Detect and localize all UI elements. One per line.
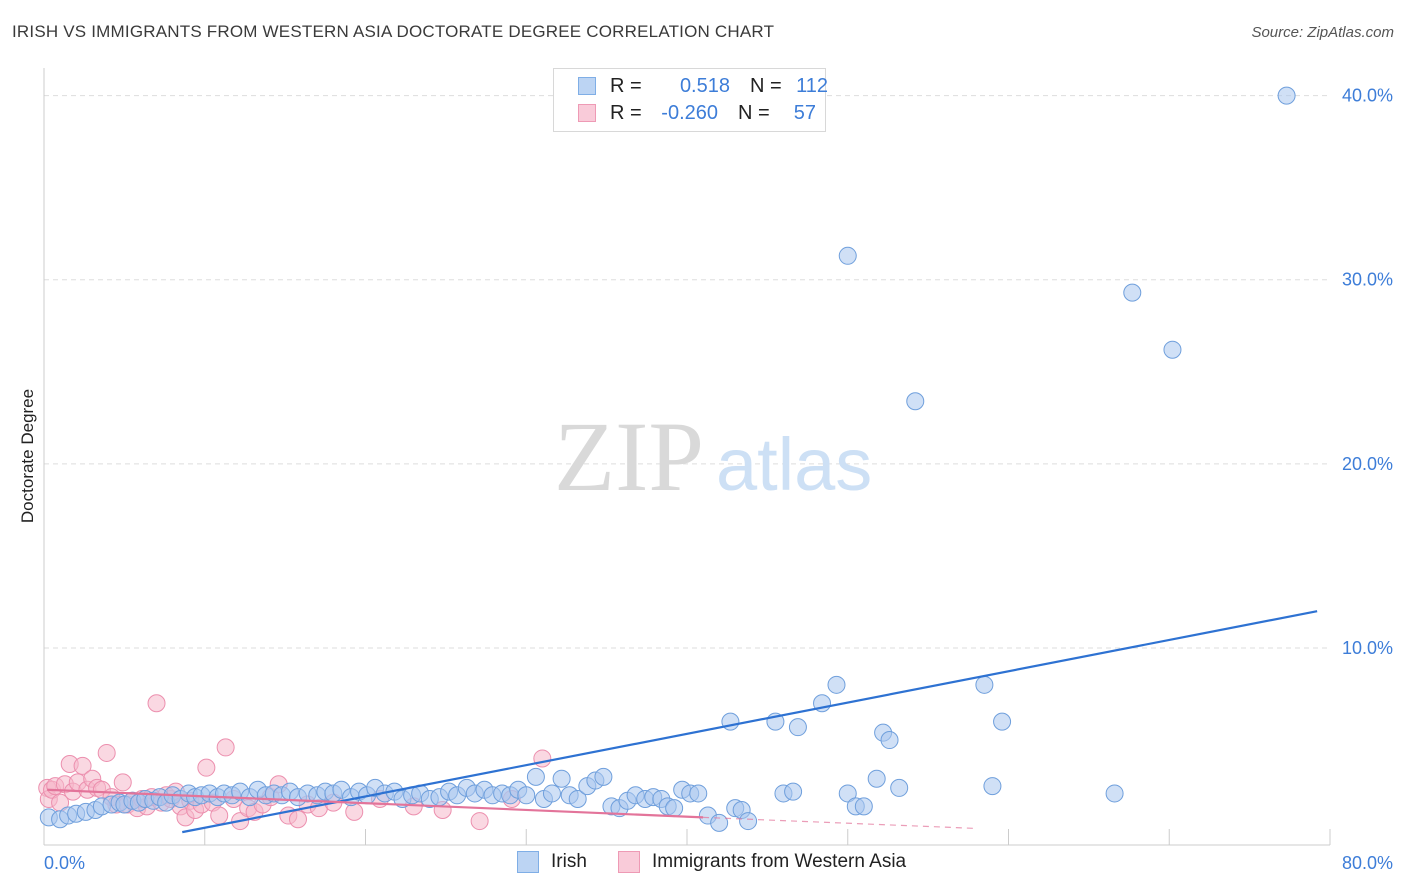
- western-asia-r-label: R =: [610, 101, 642, 124]
- watermark-atlas: atlas: [716, 423, 872, 506]
- western-asia-n-label: N =: [738, 101, 770, 124]
- irish-point: [838, 246, 857, 265]
- irish-point: [568, 789, 587, 808]
- western-asia-point: [216, 738, 235, 757]
- western-asia-point: [345, 802, 364, 821]
- irish-point: [689, 784, 708, 803]
- western-asia-r-value: -0.260: [661, 101, 718, 124]
- irish-r-label: R =: [610, 74, 642, 97]
- irish-point: [594, 767, 613, 786]
- western-asia-point: [197, 758, 216, 777]
- legend-item-irish: Irish: [517, 851, 587, 873]
- stats-legend: R = 0.518 N = 112 R = -0.260 N = 57: [553, 68, 828, 132]
- irish-point: [975, 675, 994, 694]
- y-tick-label: 20.0%: [1342, 454, 1393, 474]
- western-asia-point: [147, 694, 166, 713]
- western-asia-trend-line: [47, 788, 704, 819]
- western-asia-point: [533, 749, 552, 768]
- irish-point: [784, 782, 803, 801]
- irish-point: [739, 812, 758, 831]
- irish-point: [542, 784, 561, 803]
- x-tick-label-max: 80.0%: [1342, 853, 1393, 873]
- irish-trend-line: [182, 610, 1318, 834]
- western-asia-point: [97, 743, 116, 762]
- irish-r-value: 0.518: [679, 74, 730, 97]
- irish-n-value: 112: [796, 74, 828, 97]
- irish-point: [1163, 340, 1182, 359]
- western-asia-point: [470, 812, 489, 831]
- legend-row-irish: R = 0.518 N = 112: [578, 74, 828, 98]
- legend-western-asia-swatch: [618, 851, 640, 873]
- irish-n-label: N =: [750, 74, 782, 97]
- irish-point: [1277, 86, 1296, 105]
- legend-item-western-asia: Immigrants from Western Asia: [618, 851, 906, 873]
- irish-point: [526, 767, 545, 786]
- legend-irish-swatch: [517, 851, 539, 873]
- series-legend: Irish Immigrants from Western Asia: [0, 851, 1406, 877]
- irish-point: [867, 769, 886, 788]
- irish-point: [983, 777, 1002, 796]
- irish-point: [906, 392, 925, 411]
- irish-point: [710, 813, 729, 832]
- irish-point: [552, 769, 571, 788]
- irish-point: [788, 718, 807, 737]
- irish-point: [827, 675, 846, 694]
- irish-point: [854, 797, 873, 816]
- y-tick-label: 10.0%: [1342, 638, 1393, 658]
- western-asia-point: [210, 806, 229, 825]
- y-tick-label: 40.0%: [1342, 86, 1393, 106]
- irish-point: [1123, 283, 1142, 302]
- irish-swatch: [578, 77, 596, 95]
- western-asia-n-value: 57: [793, 101, 816, 124]
- irish-point: [890, 778, 909, 797]
- irish-point: [993, 712, 1012, 731]
- legend-western-asia-label: Immigrants from Western Asia: [652, 851, 907, 872]
- watermark-zip: ZIP: [554, 401, 704, 512]
- y-tick-label: 30.0%: [1342, 270, 1393, 290]
- irish-point: [838, 784, 857, 803]
- western-asia-swatch: [578, 104, 596, 122]
- western-asia-trend-extension: [703, 816, 977, 830]
- irish-point: [1105, 784, 1124, 803]
- source-label: Source: ZipAtlas.com: [1251, 24, 1394, 41]
- western-asia-point: [73, 756, 92, 775]
- chart-title: IRISH VS IMMIGRANTS FROM WESTERN ASIA DO…: [12, 22, 775, 41]
- legend-irish-label: Irish: [551, 851, 587, 872]
- irish-point: [665, 799, 684, 818]
- western-asia-point: [113, 773, 132, 792]
- irish-point: [517, 786, 536, 805]
- x-tick-label-min: 0.0%: [44, 853, 85, 873]
- irish-point: [880, 731, 899, 750]
- western-asia-point: [288, 810, 307, 829]
- legend-row-western-asia: R = -0.260 N = 57: [578, 101, 816, 125]
